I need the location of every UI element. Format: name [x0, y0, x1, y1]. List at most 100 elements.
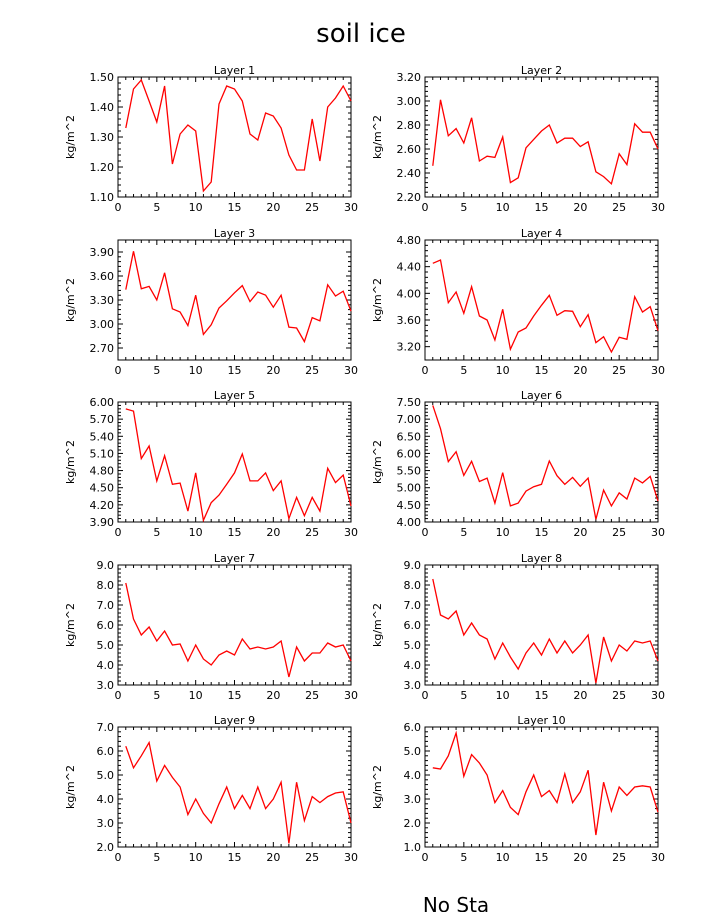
- x-tick-label: 0: [422, 526, 429, 539]
- x-tick-label: 5: [153, 201, 160, 214]
- y-tick-label: 2.0: [404, 817, 422, 830]
- x-tick-label: 10: [496, 364, 510, 377]
- y-tick-label: 4.40: [397, 261, 422, 274]
- y-tick-label: 2.70: [90, 342, 115, 355]
- x-tick-label: 15: [228, 201, 242, 214]
- y-tick-label: 7.0: [404, 599, 422, 612]
- y-tick-label: 1.40: [90, 101, 115, 114]
- x-tick-label: 20: [573, 526, 587, 539]
- x-tick-label: 30: [651, 689, 665, 702]
- x-tick-label: 30: [651, 851, 665, 864]
- y-axis-label: kg/m^2: [371, 603, 384, 647]
- y-tick-label: 4.80: [90, 465, 115, 478]
- x-tick-label: 0: [115, 364, 122, 377]
- y-tick-label: 3.30: [90, 294, 115, 307]
- x-tick-label: 0: [422, 851, 429, 864]
- y-tick-label: 8.0: [404, 579, 422, 592]
- series-line: [125, 78, 352, 193]
- y-tick-label: 6.0: [97, 745, 115, 758]
- y-axis-label: kg/m^2: [371, 440, 384, 484]
- plot-frame: [117, 239, 352, 361]
- panel-title: Layer 7: [214, 552, 255, 565]
- x-tick-label: 25: [305, 851, 319, 864]
- y-tick-label: 1.20: [90, 161, 115, 174]
- x-tick-label: 20: [573, 689, 587, 702]
- x-tick-label: 5: [460, 689, 467, 702]
- x-tick-label: 15: [535, 201, 549, 214]
- x-tick-label: 20: [266, 201, 280, 214]
- y-tick-label: 7.0: [97, 721, 115, 734]
- chart-panel: Layer 3 kg/m^2 0 5 10 15 20 25 30 2.70 3.00 3.30 3.6…: [64, 227, 358, 377]
- x-tick-label: 25: [305, 201, 319, 214]
- x-tick-label: 20: [266, 689, 280, 702]
- x-tick-label: 20: [573, 851, 587, 864]
- x-tick-label: 25: [305, 689, 319, 702]
- x-tick-label: 0: [422, 201, 429, 214]
- y-tick-label: 3.20: [397, 71, 422, 84]
- x-tick-label: 20: [266, 364, 280, 377]
- x-tick-label: 30: [651, 526, 665, 539]
- x-tick-label: 0: [422, 689, 429, 702]
- y-tick-label: 3.60: [90, 270, 115, 283]
- x-tick-label: 5: [460, 364, 467, 377]
- y-tick-label: 2.0: [97, 841, 115, 854]
- x-tick-label: 15: [535, 851, 549, 864]
- y-tick-label: 2.40: [397, 167, 422, 180]
- y-tick-label: 4.20: [90, 499, 115, 512]
- y-tick-label: 6.0: [404, 721, 422, 734]
- y-axis-label: kg/m^2: [64, 115, 77, 159]
- series-line: [125, 740, 352, 844]
- x-tick-label: 25: [612, 201, 626, 214]
- x-tick-label: 25: [612, 851, 626, 864]
- x-tick-label: 30: [344, 364, 358, 377]
- y-tick-label: 3.00: [90, 318, 115, 331]
- y-tick-label: 1.30: [90, 131, 115, 144]
- series-line: [432, 730, 659, 836]
- y-tick-label: 6.00: [90, 396, 115, 409]
- x-tick-label: 15: [535, 364, 549, 377]
- chart-panel: Layer 1 kg/m^2 0 5 10 15 20 25 30 1.10 1.20 1.30 1.4…: [64, 64, 358, 214]
- x-tick-label: 10: [496, 526, 510, 539]
- y-tick-label: 5.0: [404, 745, 422, 758]
- y-tick-label: 5.0: [97, 639, 115, 652]
- x-tick-label: 10: [189, 364, 203, 377]
- y-tick-label: 4.0: [404, 769, 422, 782]
- y-tick-label: 4.0: [404, 659, 422, 672]
- x-tick-label: 0: [422, 364, 429, 377]
- x-tick-label: 15: [535, 526, 549, 539]
- y-axis-label: kg/m^2: [371, 278, 384, 322]
- x-tick-label: 15: [228, 689, 242, 702]
- y-tick-label: 9.0: [97, 559, 115, 572]
- x-tick-label: 0: [115, 689, 122, 702]
- y-tick-label: 3.90: [90, 246, 115, 259]
- x-tick-label: 20: [573, 201, 587, 214]
- x-tick-label: 5: [153, 851, 160, 864]
- plot-frame: [117, 726, 352, 848]
- y-tick-label: 3.90: [90, 516, 115, 529]
- x-tick-label: 10: [496, 851, 510, 864]
- x-tick-label: 5: [460, 851, 467, 864]
- y-axis-label: kg/m^2: [64, 765, 77, 809]
- chart-panel: Layer 8 kg/m^2 0 5 10 15 20 25 30 3.0 4.0 5.0 6.0 7.0…: [371, 552, 665, 702]
- y-tick-label: 1.10: [90, 191, 115, 204]
- x-tick-label: 30: [344, 689, 358, 702]
- x-tick-label: 25: [305, 364, 319, 377]
- plot-frame: [117, 564, 352, 686]
- x-tick-label: 10: [496, 689, 510, 702]
- x-tick-label: 10: [189, 851, 203, 864]
- x-tick-label: 20: [266, 526, 280, 539]
- y-tick-label: 6.00: [397, 447, 422, 460]
- panel-title: Layer 1: [214, 64, 255, 77]
- panel-title: Layer 6: [521, 389, 562, 402]
- series-line: [432, 578, 659, 684]
- chart-panel: Layer 2 kg/m^2 0 5 10 15 20 25 30 2.20 2.40 2.60 2.8…: [371, 64, 665, 214]
- x-tick-label: 20: [266, 851, 280, 864]
- series-line: [432, 259, 659, 354]
- y-tick-label: 6.0: [404, 619, 422, 632]
- y-tick-label: 3.0: [97, 817, 115, 830]
- y-tick-label: 3.00: [397, 95, 422, 108]
- chart-panel: Layer 9 kg/m^2 0 5 10 15 20 25 30 2.0 3.0 4.0 5.0 6.0…: [64, 714, 358, 864]
- chart-panel: Layer 4 kg/m^2 0 5 10 15 20 25 30 3.20 3.60 4.00 4.4…: [371, 227, 665, 377]
- y-tick-label: 4.50: [397, 499, 422, 512]
